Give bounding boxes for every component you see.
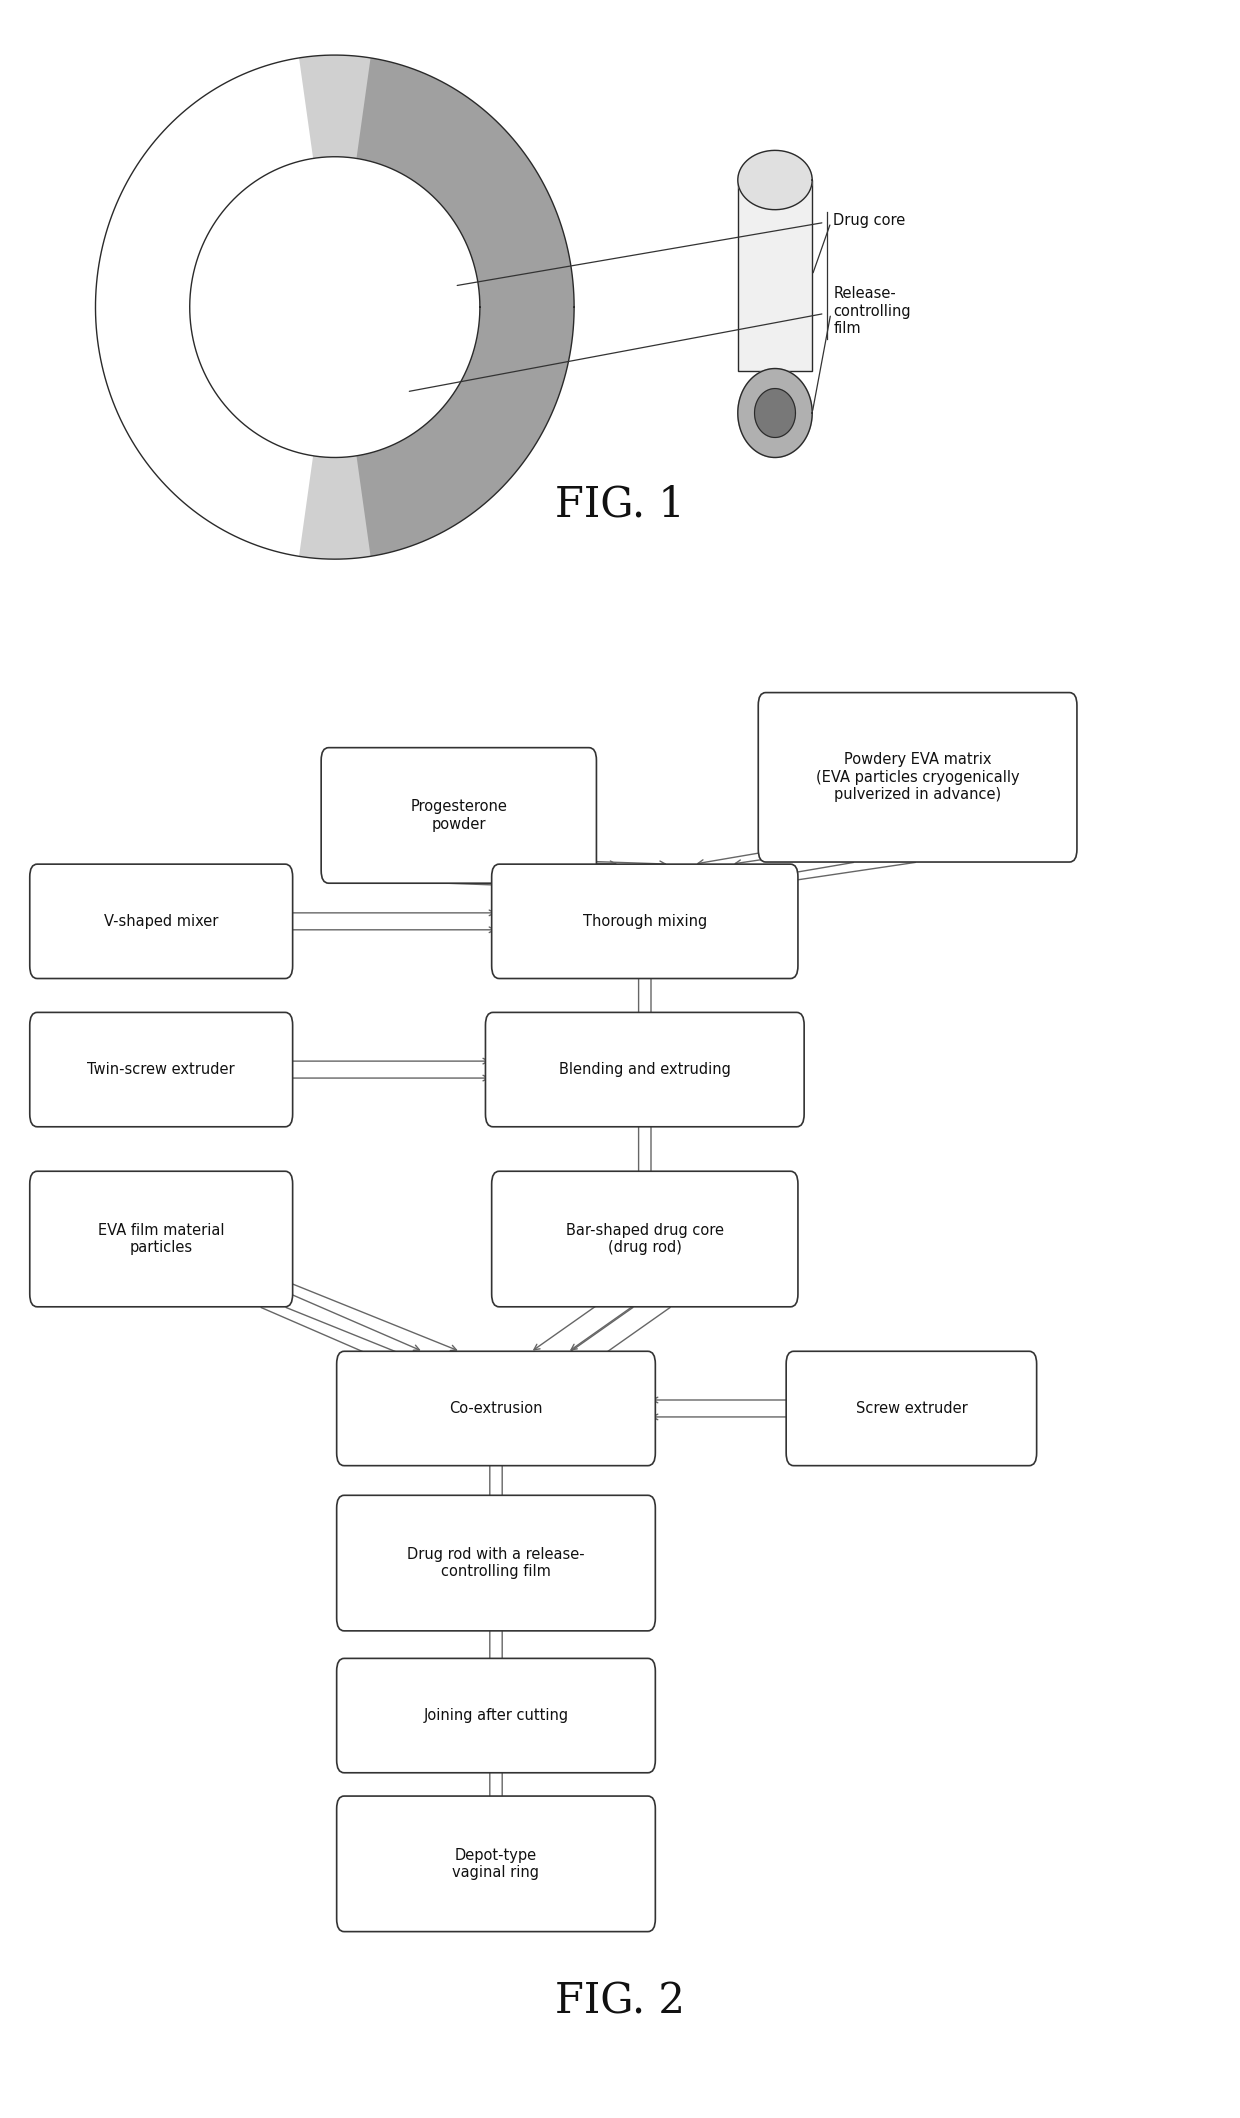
Polygon shape <box>738 150 812 210</box>
Text: FIG. 2: FIG. 2 <box>556 1980 684 2023</box>
FancyBboxPatch shape <box>337 1495 655 1631</box>
Polygon shape <box>755 388 796 438</box>
FancyBboxPatch shape <box>491 864 799 979</box>
Text: Thorough mixing: Thorough mixing <box>583 913 707 930</box>
FancyBboxPatch shape <box>337 1658 655 1773</box>
Bar <box>738 180 812 371</box>
Text: Powdery EVA matrix
(EVA particles cryogenically
pulverized in advance): Powdery EVA matrix (EVA particles cryoge… <box>816 752 1019 803</box>
FancyBboxPatch shape <box>30 1012 293 1127</box>
Text: Drug rod with a release-
controlling film: Drug rod with a release- controlling fil… <box>407 1546 585 1580</box>
Text: Release-
controlling
film: Release- controlling film <box>833 286 911 337</box>
Text: V-shaped mixer: V-shaped mixer <box>104 913 218 930</box>
Polygon shape <box>738 369 812 457</box>
Text: EVA film material
particles: EVA film material particles <box>98 1222 224 1256</box>
FancyBboxPatch shape <box>321 748 596 883</box>
FancyBboxPatch shape <box>786 1351 1037 1466</box>
FancyBboxPatch shape <box>30 864 293 979</box>
FancyBboxPatch shape <box>758 693 1076 862</box>
Text: Depot-type
vaginal ring: Depot-type vaginal ring <box>453 1847 539 1881</box>
FancyBboxPatch shape <box>337 1796 655 1932</box>
Polygon shape <box>299 455 371 559</box>
Text: Drug core: Drug core <box>833 212 905 229</box>
Polygon shape <box>299 55 371 159</box>
Text: Blending and extruding: Blending and extruding <box>559 1061 730 1078</box>
FancyBboxPatch shape <box>337 1351 655 1466</box>
Polygon shape <box>335 55 574 559</box>
Polygon shape <box>95 55 335 559</box>
Text: Bar-shaped drug core
(drug rod): Bar-shaped drug core (drug rod) <box>565 1222 724 1256</box>
Text: Screw extruder: Screw extruder <box>856 1400 967 1417</box>
Text: Twin-screw extruder: Twin-screw extruder <box>87 1061 236 1078</box>
Text: Co-extrusion: Co-extrusion <box>449 1400 543 1417</box>
Text: FIG. 1: FIG. 1 <box>556 483 684 525</box>
Text: Progesterone
powder: Progesterone powder <box>410 798 507 832</box>
FancyBboxPatch shape <box>486 1012 805 1127</box>
Text: Joining after cutting: Joining after cutting <box>423 1707 569 1724</box>
FancyBboxPatch shape <box>491 1171 799 1307</box>
FancyBboxPatch shape <box>30 1171 293 1307</box>
